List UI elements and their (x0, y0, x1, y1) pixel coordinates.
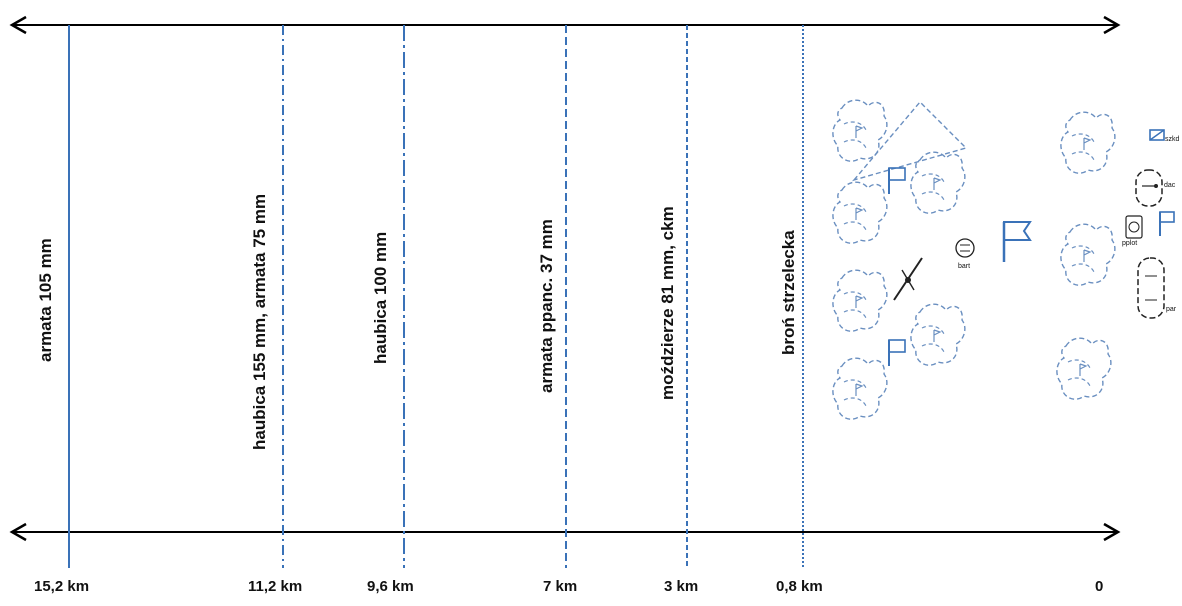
unit-tag-dac: dac (1164, 182, 1176, 189)
range-label-haubica-100: haubica 100 mm (371, 231, 390, 364)
unit-tag-pplot: pplot (1122, 240, 1138, 247)
range-label-bron-strzelecka: broń strzelecka (779, 230, 798, 355)
flag-icon-2 (888, 339, 906, 366)
command-flag-icon (1002, 221, 1032, 262)
weapon-symbol-icon (893, 257, 923, 301)
unit-tag-bart: bart (958, 263, 971, 270)
range-label-haubica-155: haubica 155 mm, armata 75 mm (250, 193, 269, 450)
distance-label-9-6: 9,6 km (367, 578, 414, 595)
distance-label-3: 3 km (664, 578, 699, 595)
range-label-mozdzierze: moździerze 81 mm, ckm (658, 206, 677, 400)
range-label-armata-105: armata 105 mm (36, 238, 55, 362)
distance-label-7: 7 km (543, 578, 578, 595)
dac-symbol-icon (1135, 169, 1163, 207)
flag-icon-1 (888, 167, 906, 194)
unit-tag-par: par (1166, 306, 1177, 313)
par-symbol-icon (1137, 257, 1165, 319)
sector-triangle-icon (851, 100, 968, 182)
pplot-symbol-icon (1125, 215, 1143, 239)
range-label-armata-37: armata ppanc. 37 mm (537, 219, 556, 393)
bart-symbol-icon (955, 238, 975, 258)
distance-label-origin: 0 (1095, 578, 1104, 595)
szkd-icon (1149, 129, 1165, 141)
flag-icon-3 (1159, 211, 1175, 236)
left-unit-clusters (832, 99, 966, 420)
right-unit-clusters (1056, 111, 1116, 400)
unit-tag-szkd: szkd (1165, 136, 1180, 143)
distance-label-11-2: 11,2 km (248, 578, 303, 595)
distance-label-0-8: 0,8 km (776, 578, 823, 595)
distance-label-15-2: 15,2 km (34, 578, 90, 595)
